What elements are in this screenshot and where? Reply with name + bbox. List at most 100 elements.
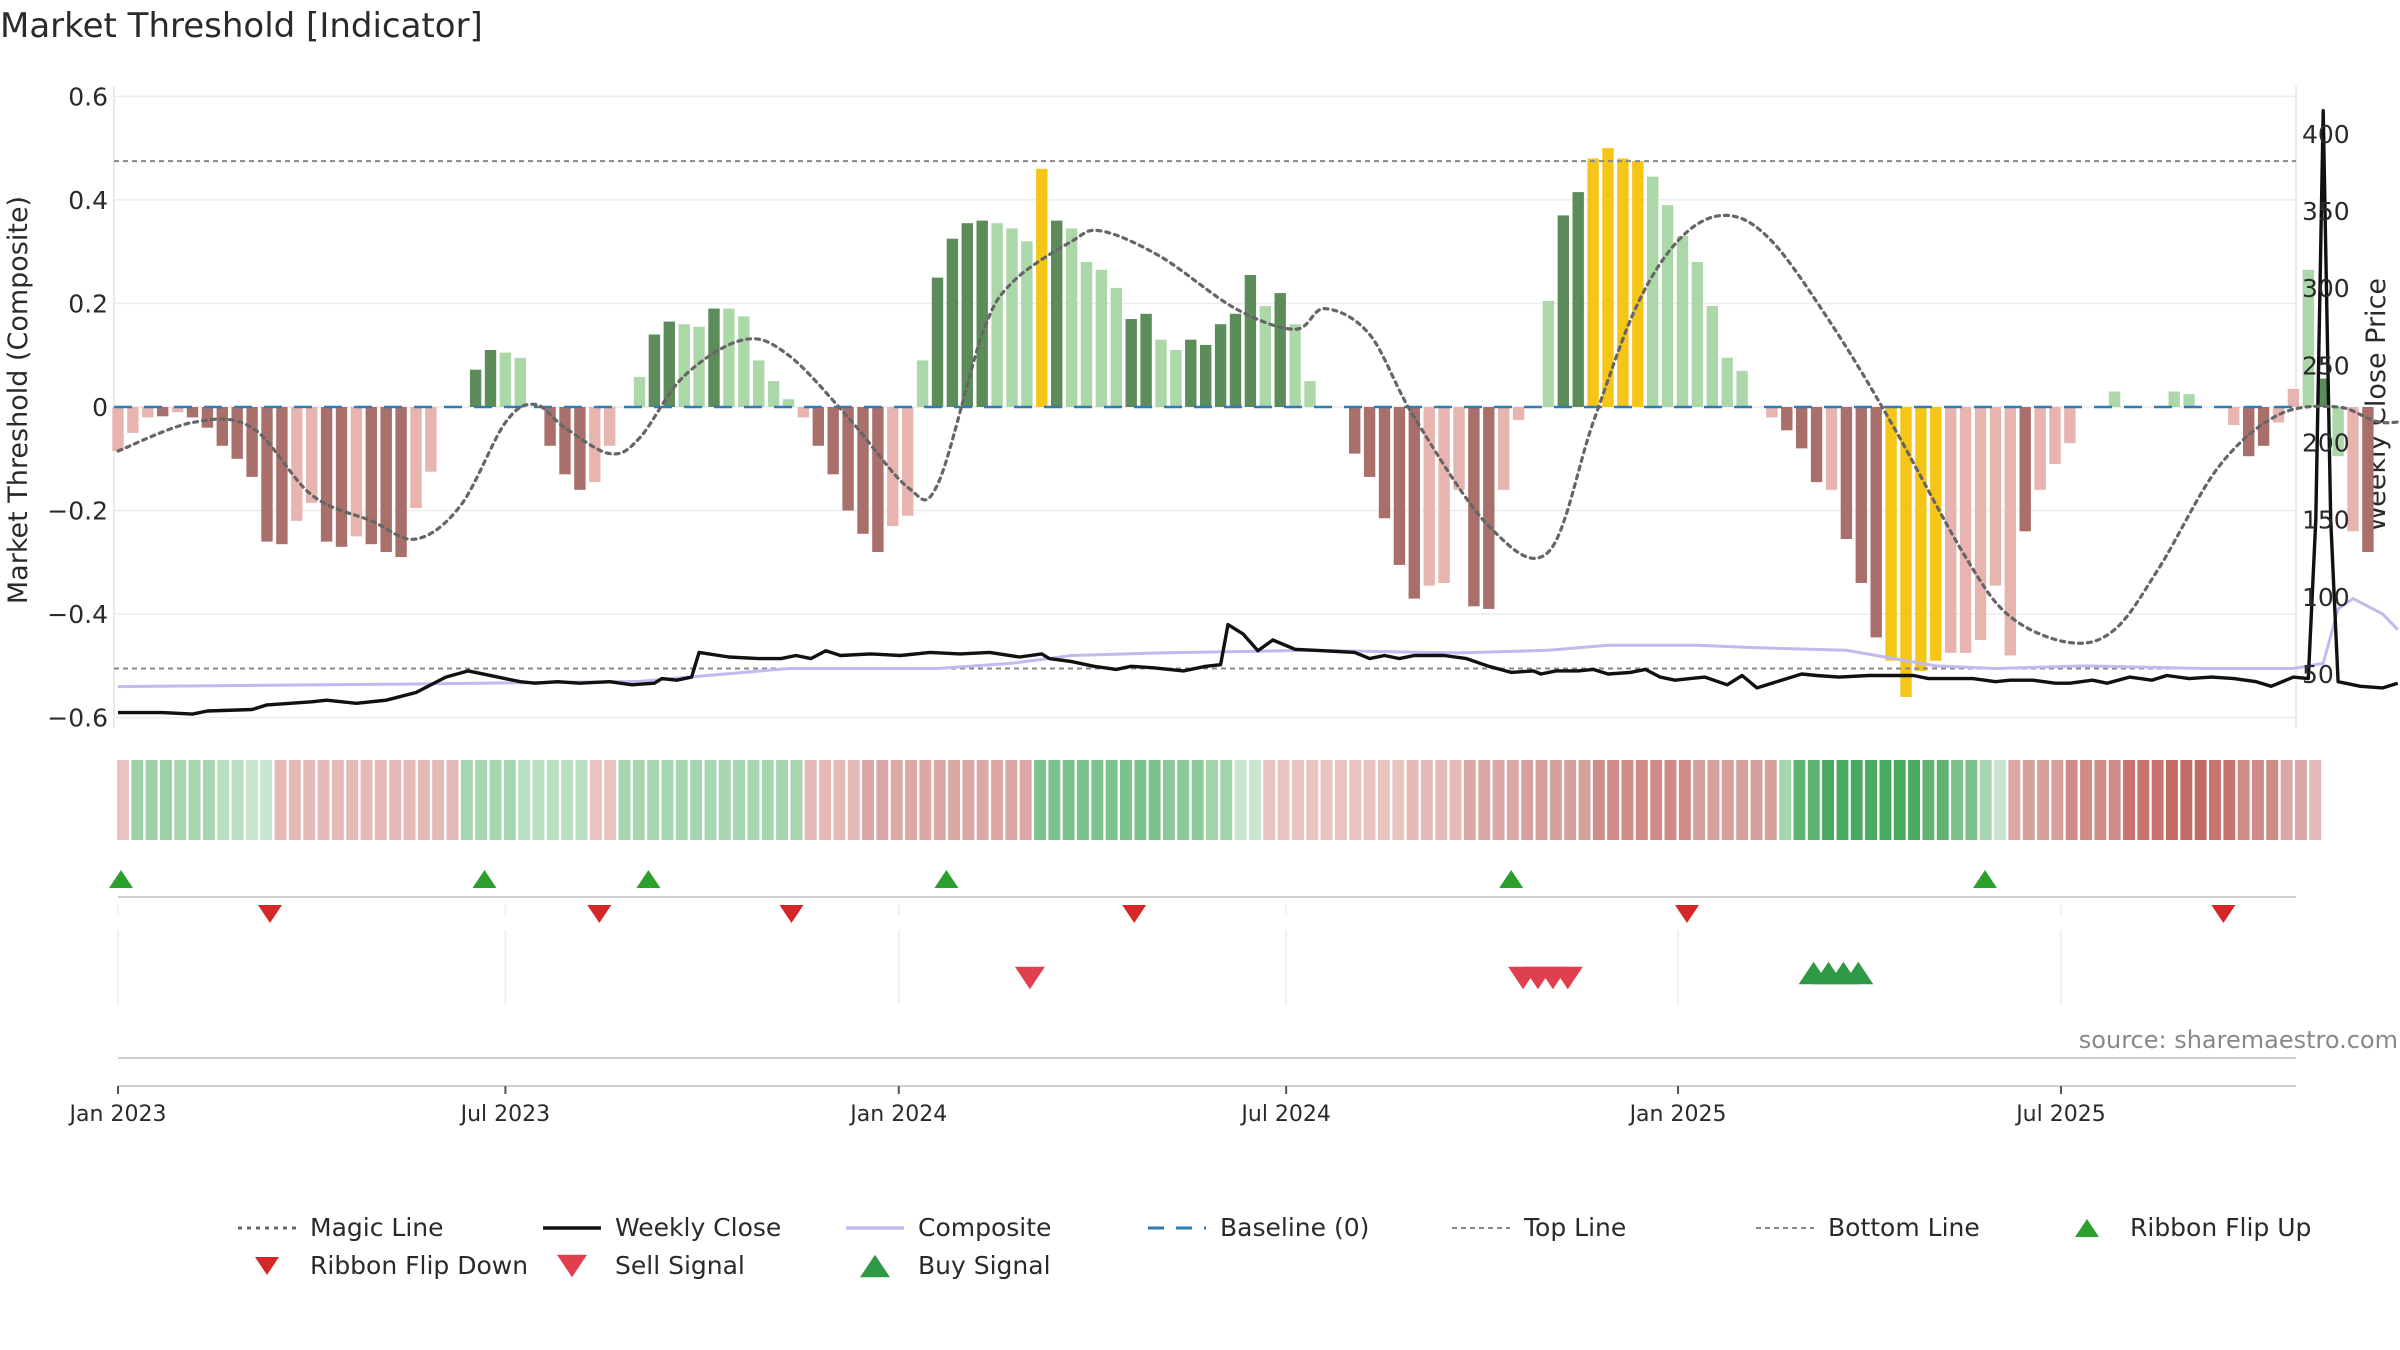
composite-bar (1572, 192, 1584, 407)
y2-tick-label: 350 (2302, 197, 2350, 226)
composite-bar (916, 360, 929, 407)
composite-bar (1959, 407, 1972, 653)
ribbon-cell (2108, 760, 2121, 840)
ribbon-cell (1406, 760, 1419, 840)
ribbon-cell (1592, 760, 1605, 840)
x-tick-label: Jan 2023 (68, 1102, 167, 1127)
composite-bar (1810, 407, 1823, 483)
composite-bar (604, 407, 616, 446)
ribbon-cell (1879, 760, 1892, 840)
composite-bar (976, 220, 988, 407)
ribbon-cell (2237, 760, 2250, 840)
composite-bar (261, 407, 273, 542)
composite-bar (2243, 407, 2255, 457)
composite-line (117, 596, 2399, 689)
ribbon-cell (575, 760, 588, 840)
ribbon-cell (1148, 760, 1161, 840)
composite-bar (1661, 205, 1674, 407)
ribbon-cell (1377, 760, 1390, 840)
composite-bar (320, 407, 333, 542)
legend-label: Composite (918, 1213, 1051, 1242)
ribbon-cell (761, 760, 774, 840)
ribbon-cell (1478, 760, 1491, 840)
ribbon-cell (876, 760, 889, 840)
composite-bar (753, 360, 765, 407)
legend: Magic Line Weekly Close Composite Baseline … (238, 1213, 2311, 1280)
composite-bar (1542, 300, 1555, 407)
ribbon-cell (2180, 760, 2193, 840)
composite-bar (872, 407, 884, 552)
legend-label: Baseline (0) (1220, 1213, 1369, 1242)
ribbon-flip-down-marker (1122, 905, 1147, 923)
composite-bar (365, 407, 377, 545)
composite-bar (1900, 407, 1912, 697)
ribbon-cell (2151, 760, 2164, 840)
composite-bar (1736, 370, 1748, 407)
ribbon-cell (833, 760, 846, 840)
sell-signal-marker (1014, 966, 1045, 990)
composite-bar (1989, 407, 2002, 586)
legend-item-baseline: Baseline (0) (1148, 1213, 1369, 1242)
composite-bar (157, 407, 169, 417)
ribbon-cell (561, 760, 574, 840)
ribbon-cell (1005, 760, 1018, 840)
ribbon-cell (704, 760, 717, 840)
y2-tick-label: 50 (2302, 660, 2334, 689)
composite-bar (2183, 394, 2195, 407)
composite-bar (171, 407, 184, 413)
ribbon-cell (804, 760, 817, 840)
composite-bar (395, 407, 407, 558)
y-tick-label: −0.4 (47, 600, 108, 629)
ribbon-cell (2309, 760, 2322, 840)
composite-bar (2049, 407, 2061, 464)
ribbon-cell (446, 760, 459, 840)
legend-item-flipdown: Ribbon Flip Down (255, 1251, 528, 1280)
ribbon-cell (890, 760, 903, 840)
y2-tick-label: 250 (2302, 351, 2350, 380)
weekly-close-line (118, 109, 2399, 716)
composite-bar (589, 407, 601, 483)
composite-bar (738, 316, 750, 407)
composite-bar (782, 399, 795, 407)
ribbon-cell (1707, 760, 1720, 840)
ribbon-cell (1893, 760, 1906, 840)
ribbon-cell (1836, 760, 1849, 840)
composite-bar (306, 407, 318, 503)
ribbon-cell (1564, 760, 1577, 840)
ribbon-cell (1420, 760, 1433, 840)
ribbon-strip (117, 760, 2322, 840)
ribbon-cell (532, 760, 545, 840)
ribbon-cell (1736, 760, 1749, 840)
buy-signal-marker (1843, 961, 1874, 985)
ribbon-cell (1979, 760, 1992, 840)
ribbon-cell (274, 760, 287, 840)
x-tick-label: Jan 2024 (848, 1102, 947, 1127)
composite-bar (1110, 287, 1122, 407)
ribbon-cell (2123, 760, 2135, 840)
y-tick-label: 0.2 (68, 289, 108, 318)
composite-bar (1021, 241, 1033, 407)
ribbon-cell (1191, 760, 1204, 840)
ribbon-flip-up-marker (1499, 870, 1524, 888)
ribbon-cell (475, 760, 488, 840)
composite-bar (1632, 161, 1644, 407)
composite-bar (1587, 158, 1599, 407)
grid-layer (113, 86, 2297, 1087)
ribbon-flip-down-marker (587, 905, 612, 923)
composite-bar (231, 407, 243, 459)
ribbon-cell (1349, 760, 1362, 840)
ribbon-cell (1908, 760, 1920, 840)
ribbon-cell (432, 760, 445, 840)
ribbon-cell (1292, 760, 1304, 840)
composite-bar (1438, 407, 1450, 583)
composite-bar (2004, 407, 2016, 656)
ribbon-cell (2166, 760, 2178, 840)
signal-markers (109, 870, 2236, 990)
composite-bar (1006, 228, 1018, 407)
legend-label: Ribbon Flip Up (2130, 1213, 2311, 1242)
composite-bar (1363, 407, 1376, 477)
ribbon-cell (1048, 760, 1061, 840)
composite-bar (1080, 262, 1093, 407)
composite-bar (2019, 407, 2031, 532)
composite-bar (142, 407, 154, 418)
